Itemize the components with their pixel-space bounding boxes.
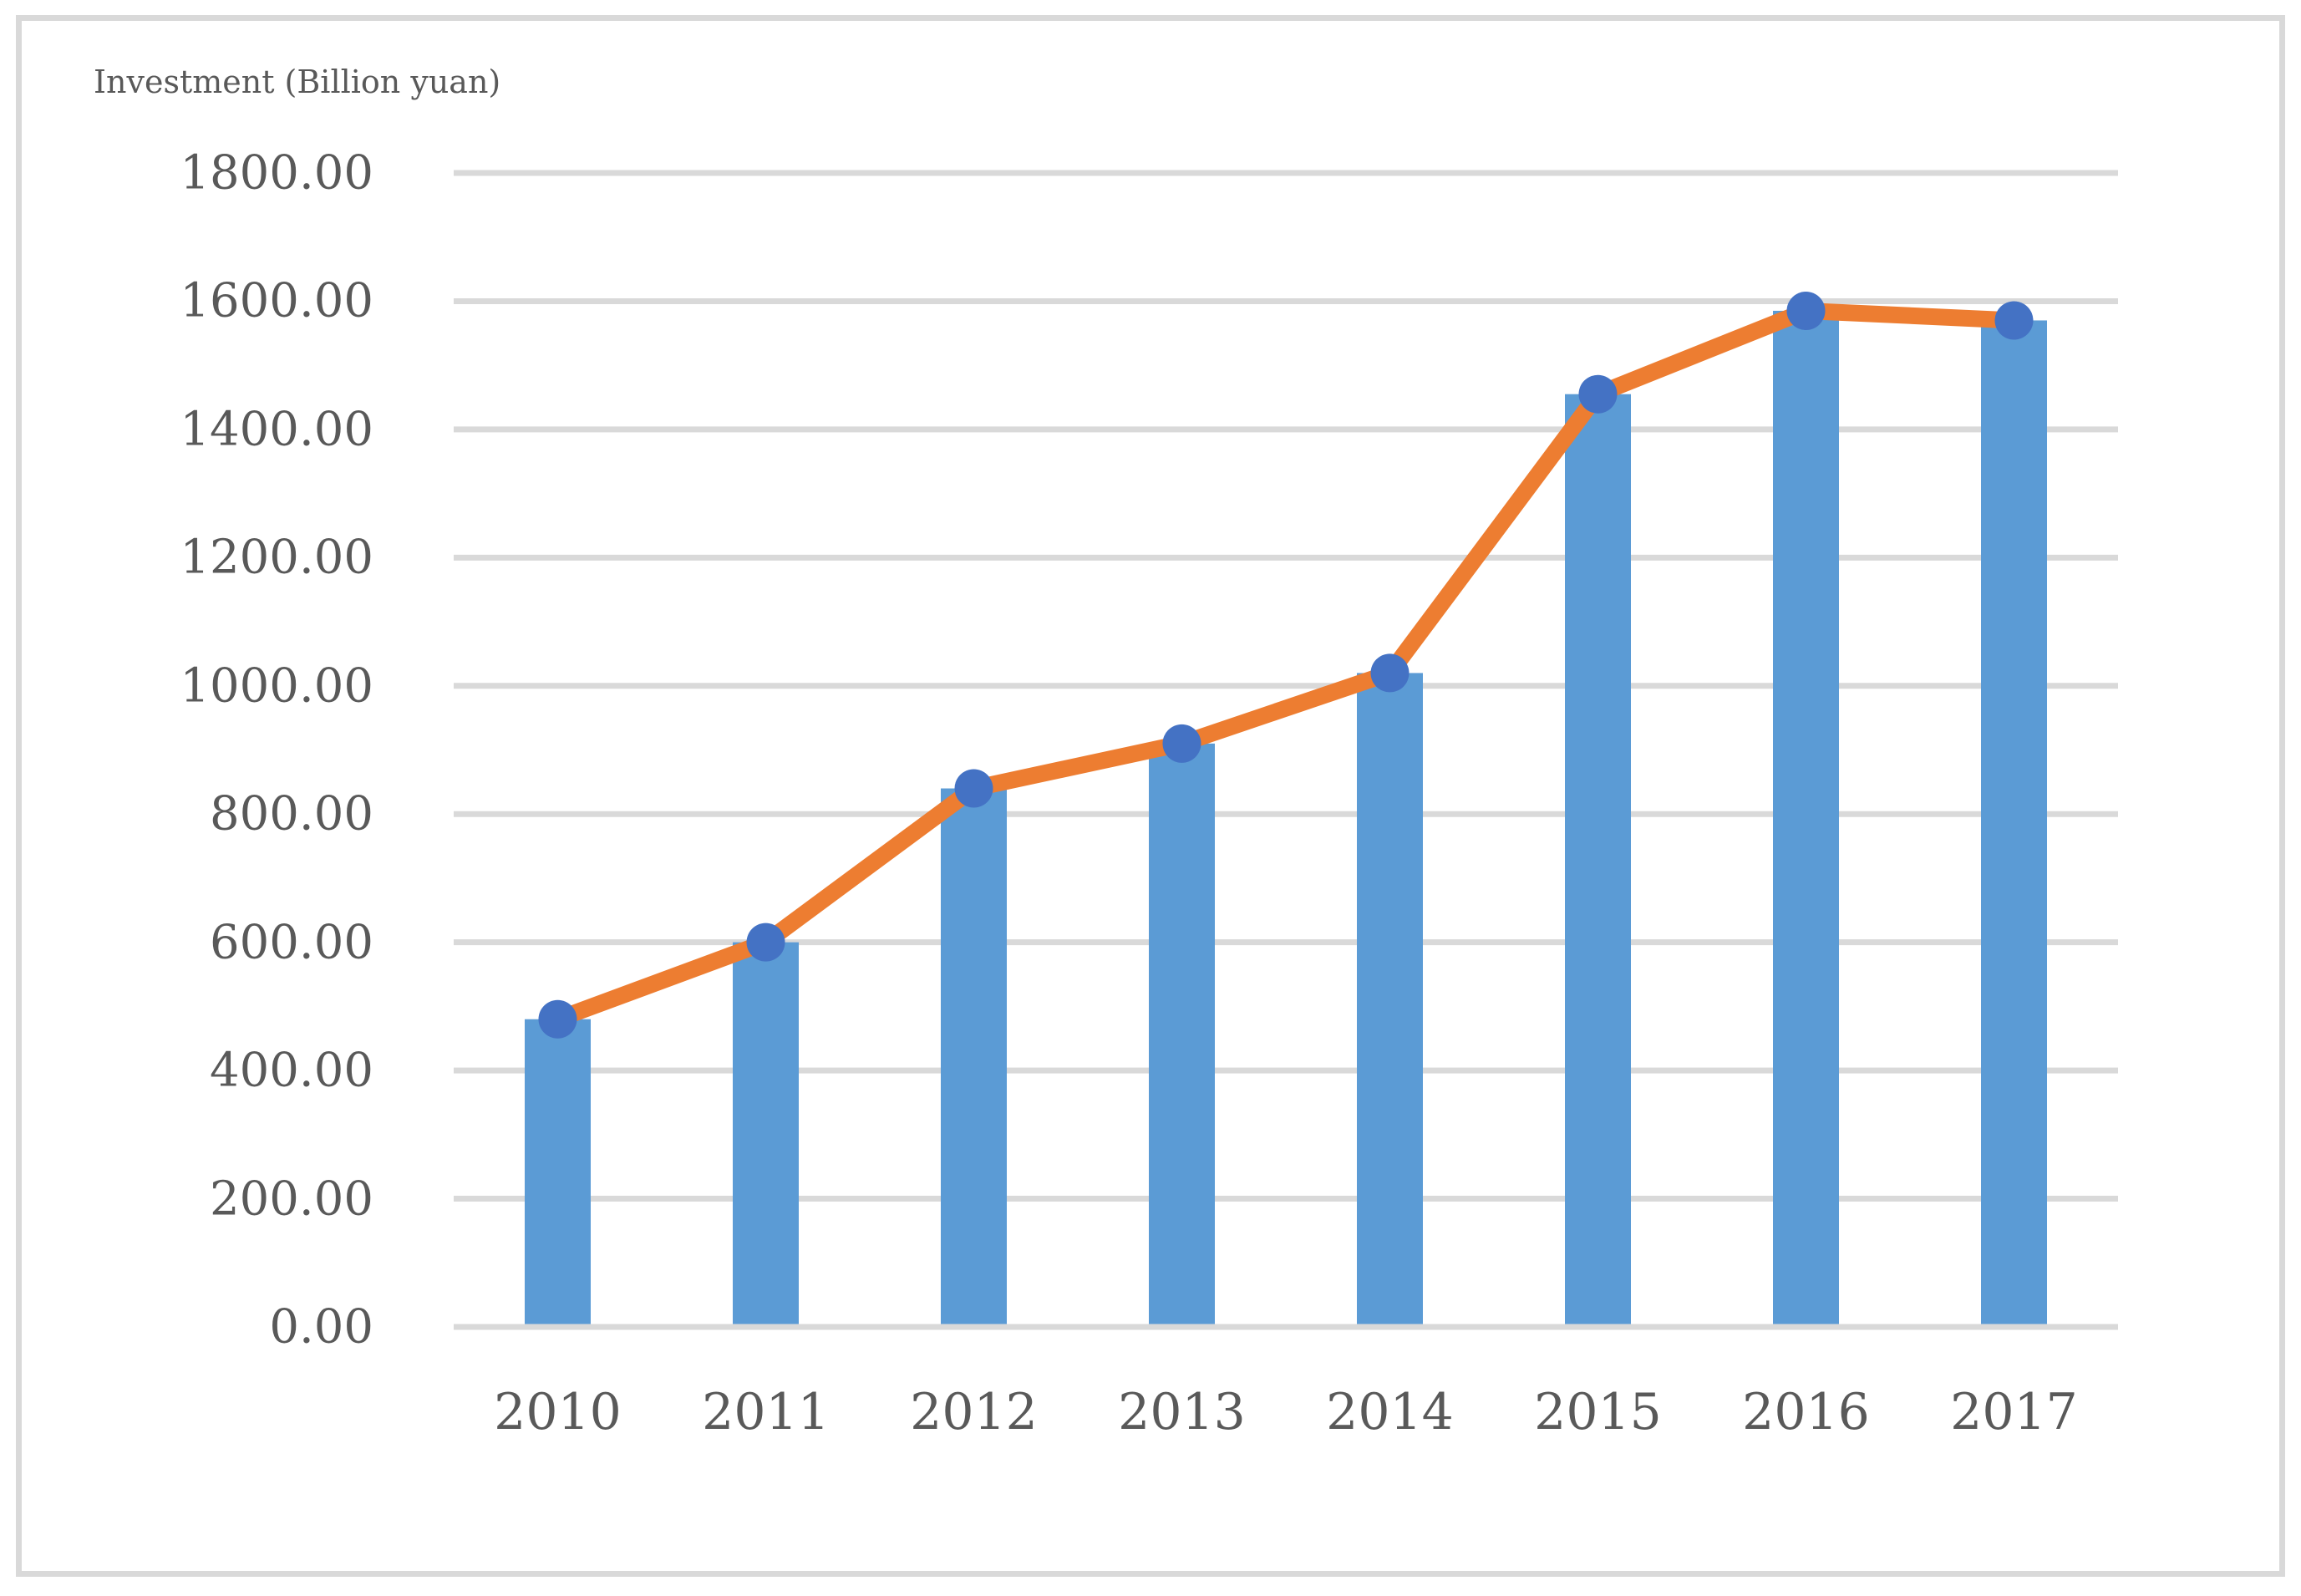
- line-marker-2016: [1786, 291, 1826, 330]
- y-axis-label-1400.00: 1400.00: [180, 402, 373, 457]
- x-axis-label-2015: 2015: [1534, 1383, 1662, 1441]
- chart-title: Investment (Billion yuan): [94, 64, 501, 100]
- bar-2011: [733, 942, 799, 1324]
- y-axis-label-1200.00: 1200.00: [180, 530, 373, 585]
- x-axis-label-2010: 2010: [494, 1383, 622, 1441]
- line-marker-2014: [1370, 653, 1410, 693]
- line-marker-2012: [954, 769, 993, 808]
- y-axis-label-800.00: 800.00: [210, 786, 373, 841]
- x-axis-label-2011: 2011: [702, 1383, 830, 1441]
- x-axis-label-2016: 2016: [1742, 1383, 1870, 1441]
- investment-line: [549, 302, 2023, 1028]
- bar-2010: [525, 1019, 591, 1324]
- x-axis-label-2012: 2012: [910, 1383, 1038, 1441]
- bar-2012: [941, 788, 1007, 1324]
- x-axis-label-2013: 2013: [1118, 1383, 1246, 1441]
- y-axis-label-600.00: 600.00: [210, 915, 373, 970]
- line-marker-2010: [538, 999, 577, 1039]
- line-marker-2015: [1578, 374, 1618, 414]
- bar-2014: [1357, 673, 1423, 1324]
- y-axis-label-200.00: 200.00: [210, 1172, 373, 1227]
- chart-border-frame: [16, 15, 2285, 1577]
- y-axis-label-1800.00: 1800.00: [180, 145, 373, 201]
- bar-2017: [1981, 320, 2047, 1324]
- bar-2015: [1565, 394, 1631, 1324]
- x-axis-label-2017: 2017: [1950, 1383, 2078, 1441]
- x-axis-label-2014: 2014: [1326, 1383, 1454, 1441]
- y-axis-label-1600.00: 1600.00: [180, 273, 373, 328]
- y-axis-label-400.00: 400.00: [210, 1043, 373, 1098]
- y-axis-label-0.00: 0.00: [269, 1299, 373, 1355]
- bar-2016: [1773, 310, 1839, 1324]
- y-axis-label-1000.00: 1000.00: [180, 658, 373, 714]
- bar-2013: [1149, 743, 1215, 1324]
- line-marker-2017: [1994, 301, 2034, 340]
- line-marker-2011: [746, 923, 785, 962]
- line-marker-2013: [1162, 724, 1201, 763]
